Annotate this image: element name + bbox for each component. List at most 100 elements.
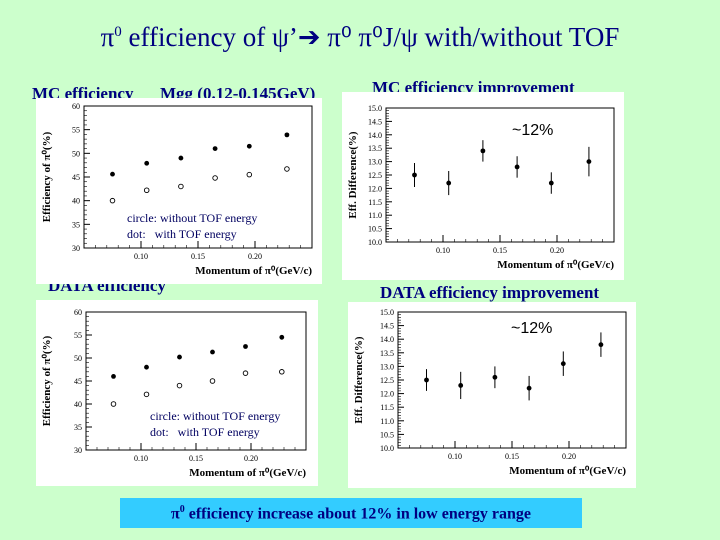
- data_eff-point-open: [209, 378, 216, 384]
- data_eff-point-dot: [243, 344, 248, 349]
- data_imp-ylabel: Eff. Difference(%): [353, 336, 365, 423]
- mc_eff-ytick-label: 35: [72, 220, 80, 229]
- mc_eff-ytick-label: 60: [72, 102, 80, 111]
- data_eff-point-open: [242, 370, 249, 376]
- mc_eff-point-dot: [284, 132, 290, 138]
- data_imp-ytick-label: 10.5: [380, 430, 394, 439]
- data_eff-ytick-label: 55: [74, 331, 82, 340]
- data_imp-ytick-label: 13.5: [380, 349, 394, 358]
- mc_eff-point-dot: [144, 160, 150, 166]
- mc_eff-point-open: [143, 187, 150, 194]
- mc_imp-xtick-label: 0.20: [550, 246, 564, 255]
- data_imp-point-dot: [424, 377, 429, 383]
- data_eff-point-open: [279, 369, 285, 375]
- slide-title: π0 efficiency of ψ’➔ π⁰ π⁰J/ψ with/witho…: [0, 22, 720, 53]
- data_eff-ylabel: Efficiency of π⁰(%): [41, 335, 53, 426]
- data_eff-ytick-label: 45: [74, 377, 82, 386]
- data_imp-ytick-label: 13.0: [380, 362, 394, 371]
- mc_imp-ytick-label: 13.0: [368, 158, 382, 167]
- mc_eff-ytick-label: 45: [72, 173, 80, 182]
- mc-improvement-chart: 10.0 10.5 11.0 11.5 12.0 12.5 13.0 13.5 14.0 14.5…: [347, 104, 615, 271]
- data-improvement-chart: 10.0 10.5 11.0 11.5 12.0 12.5 13.0 13.5 14.0 14.5…: [353, 308, 627, 477]
- mc_imp-frame: [385, 107, 615, 243]
- mc_eff-xtick-label: 0.20: [248, 252, 262, 261]
- data-improvement-panel: 10.0 10.5 11.0 11.5 12.0 12.5 13.0 13.5 14.0 14.5…: [348, 302, 636, 488]
- mc-improvement-annotation: ~12%: [512, 122, 554, 139]
- mc_imp-ytick-label: 12.5: [368, 171, 382, 180]
- mc_eff-point-dot: [178, 155, 184, 161]
- data_eff-point-dot: [210, 349, 215, 355]
- data-legend-dot: dot: with TOF energy: [150, 425, 260, 439]
- mc_imp-ytick-label: 11.0: [368, 211, 382, 220]
- mc_imp-ytick-label: 13.5: [368, 144, 382, 153]
- mc_imp-point-dot: [446, 180, 452, 186]
- summary-text: efficiency increase about 12% in low ene…: [184, 505, 532, 523]
- data_eff-xtick-label: 0.15: [189, 454, 203, 463]
- mc_eff-point-open: [284, 166, 290, 172]
- mc_eff-ytick-label: 55: [72, 126, 80, 135]
- mc_eff-point-dot: [246, 143, 252, 149]
- mc_eff-point-dot: [110, 171, 115, 177]
- data_eff-point-open: [143, 391, 150, 398]
- data_eff-point-dot: [144, 364, 149, 370]
- mc_eff-ylabel: Efficiency of π⁰(%): [41, 131, 53, 222]
- mc-efficiency-panel: 30 35 40 45 50 55 60 0.10 0.15 0.20 Momentum of π⁰…: [36, 98, 322, 284]
- data_imp-ytick-label: 12.5: [380, 376, 394, 385]
- mc_imp-ytick-label: 14.5: [368, 117, 382, 126]
- data_imp-ytick-label: 11.5: [380, 403, 394, 412]
- mc-efficiency-chart: 30 35 40 45 50 55 60 0.10 0.15 0.20 Momentum of π⁰…: [41, 102, 313, 277]
- summary-sup: 0: [179, 504, 185, 515]
- mc_imp-point-dot: [548, 180, 554, 186]
- mc_imp-xtick-label: 0.15: [493, 246, 507, 255]
- data_eff-point-dot: [279, 334, 285, 340]
- data-efficiency-panel: 30 35 40 45 50 55 60 0.10 0.15 0.20 Momentum of π⁰…: [36, 300, 318, 486]
- mc-legend-dot: dot: with TOF energy: [127, 227, 237, 241]
- mc_eff-xtick-label: 0.15: [191, 252, 205, 261]
- data_eff-ytick-label: 35: [74, 423, 82, 432]
- data-improvement-annotation: ~12%: [511, 320, 553, 337]
- data_eff-xlabel: Momentum of π⁰(GeV/c): [189, 467, 306, 479]
- data_imp-ytick-label: 15.0: [380, 308, 394, 317]
- data-efficiency-chart: 30 35 40 45 50 55 60 0.10 0.15 0.20 Momentum of π⁰…: [41, 308, 307, 479]
- data_imp-xtick-label: 0.15: [505, 452, 519, 461]
- data_eff-ytick-label: 40: [74, 400, 82, 409]
- data_imp-ytick-label: 12.0: [380, 390, 394, 399]
- mc_imp-point-dot: [586, 159, 592, 164]
- mc_imp-xlabel: Momentum of π⁰(GeV/c): [497, 259, 614, 271]
- data_eff-xtick-label: 0.10: [134, 454, 148, 463]
- mc_eff-point-dot: [212, 146, 218, 151]
- mc_imp-ytick-label: 11.5: [368, 198, 382, 207]
- data-legend: circle: without TOF energy dot: with TOF …: [150, 408, 280, 440]
- mc_imp-xtick-label: 0.10: [436, 246, 450, 255]
- data_imp-point-dot: [560, 361, 566, 367]
- data_imp-xtick-label: 0.20: [562, 452, 576, 461]
- data_imp-ytick-label: 10.0: [380, 444, 394, 453]
- data_eff-ytick-label: 30: [74, 446, 82, 455]
- mc_eff-ytick-label: 40: [72, 197, 80, 206]
- data_eff-point-dot: [111, 374, 116, 379]
- mc_eff-ytick-label: 50: [72, 149, 80, 158]
- data_imp-ytick-label: 14.5: [380, 322, 394, 331]
- mc_imp-point-dot: [412, 172, 417, 178]
- mc_eff-point-open: [178, 183, 184, 190]
- data_eff-ytick-label: 60: [74, 308, 82, 317]
- data_imp-xtick-label: 0.10: [448, 452, 462, 461]
- mc_eff-xlabel: Momentum of π⁰(GeV/c): [195, 265, 312, 277]
- mc_imp-ytick-label: 14.0: [368, 131, 382, 140]
- data_imp-point-dot: [492, 374, 498, 380]
- data_imp-point-dot: [598, 342, 604, 348]
- data_imp-ytick-label: 14.0: [380, 335, 394, 344]
- mc_imp-point-dot: [480, 148, 486, 154]
- data_eff-xtick-label: 0.20: [244, 454, 258, 463]
- data_eff-point-open: [176, 382, 183, 389]
- mc-legend-circle: circle: without TOF energy: [127, 211, 258, 225]
- title-sup: 0: [114, 24, 122, 40]
- summary-pi: π: [170, 505, 180, 523]
- data_imp-point-dot: [458, 383, 464, 388]
- data_imp-xlabel: Momentum of π⁰(GeV/c): [509, 465, 626, 477]
- mc_imp-ytick-label: 10.5: [368, 225, 382, 234]
- data_imp-point-dot: [526, 385, 532, 391]
- data-legend-circle: circle: without TOF energy: [150, 409, 281, 423]
- data_imp-ytick-label: 11.0: [380, 417, 394, 426]
- mc_eff-ytick-label: 30: [72, 244, 80, 253]
